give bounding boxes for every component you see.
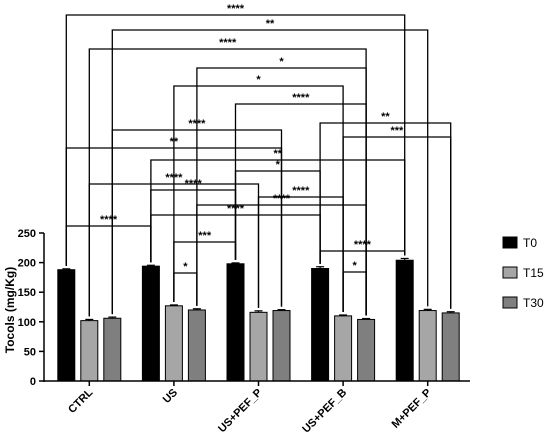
- legend-label: T15: [523, 266, 544, 280]
- significance-label: ***: [390, 125, 404, 137]
- significance-bracket: [196, 204, 367, 316]
- significance-label: *: [256, 74, 261, 86]
- significance-bracket: [319, 122, 452, 309]
- significance-bracket: [150, 189, 237, 263]
- significance-label: *: [183, 261, 188, 273]
- y-tick-label: 150: [18, 287, 36, 299]
- y-tick-label: 100: [18, 317, 36, 329]
- bar: [311, 268, 330, 382]
- significance-label: ****: [227, 3, 245, 15]
- significance-label: **: [381, 111, 390, 123]
- significance-bracket: [342, 271, 367, 316]
- y-tick-label: 250: [18, 228, 36, 240]
- significance-label: *: [352, 260, 357, 272]
- legend-swatch: [502, 266, 518, 279]
- significance-bracket: [173, 272, 198, 306]
- significance-bracket: [65, 147, 283, 307]
- legend-swatch: [502, 296, 518, 309]
- bar: [334, 315, 353, 382]
- significance-label: ****: [188, 118, 206, 130]
- bar: [187, 309, 206, 382]
- significance-bracket: [65, 225, 152, 266]
- y-tick-label: 200: [18, 258, 36, 270]
- significance-label: **: [170, 136, 179, 148]
- significance-label: ****: [219, 37, 237, 49]
- significance-brackets: ********************************** ******…: [65, 3, 452, 317]
- bar: [357, 318, 376, 382]
- legend-label: T30: [523, 296, 544, 310]
- x-tick-label: US+PEF_B: [300, 387, 349, 436]
- significance-bracket: [65, 14, 406, 266]
- legend-swatch: [502, 236, 518, 249]
- bar: [272, 310, 291, 382]
- significance-label: ****: [227, 203, 245, 215]
- x-tick-label: CTRL: [66, 386, 95, 415]
- significance-label: ****: [354, 239, 372, 251]
- significance-bracket: [319, 250, 406, 264]
- bar: [226, 263, 245, 382]
- significance-label: ****: [185, 178, 203, 190]
- significance-label: ****: [273, 193, 291, 205]
- bar: [395, 259, 414, 382]
- legend: T0 T15 T30: [502, 236, 544, 310]
- significance-bracket: [173, 241, 237, 302]
- bar: [103, 317, 122, 382]
- bar: [164, 305, 183, 382]
- bar: [418, 310, 437, 382]
- significance-label: ****: [100, 214, 118, 226]
- significance-label: ****: [165, 172, 183, 184]
- significance-label: **: [274, 148, 283, 160]
- bar: [80, 320, 99, 382]
- significance-label: ****: [292, 185, 310, 197]
- significance-label: ****: [292, 92, 310, 104]
- significance-label: *: [279, 56, 284, 68]
- bar: [249, 311, 268, 382]
- significance-label: ***: [198, 230, 212, 242]
- y-tick-label: 50: [24, 346, 36, 358]
- bar: [141, 265, 160, 382]
- legend-label: T0: [523, 236, 537, 250]
- y-axis-label: Tocols (mg/Kg): [3, 267, 17, 353]
- y-tick-label: 0: [30, 376, 36, 388]
- x-tick-label: M+PEF_P: [390, 387, 434, 431]
- x-tick-label: US+PEF_P: [216, 387, 264, 435]
- bar: [57, 269, 76, 382]
- significance-bracket: [257, 196, 344, 312]
- bar: [441, 312, 460, 382]
- significance-label: **: [266, 18, 275, 30]
- bars: [57, 257, 460, 382]
- x-tick-label: US: [161, 387, 180, 406]
- significance-bracket: [234, 103, 367, 316]
- significance-label: *: [276, 159, 281, 171]
